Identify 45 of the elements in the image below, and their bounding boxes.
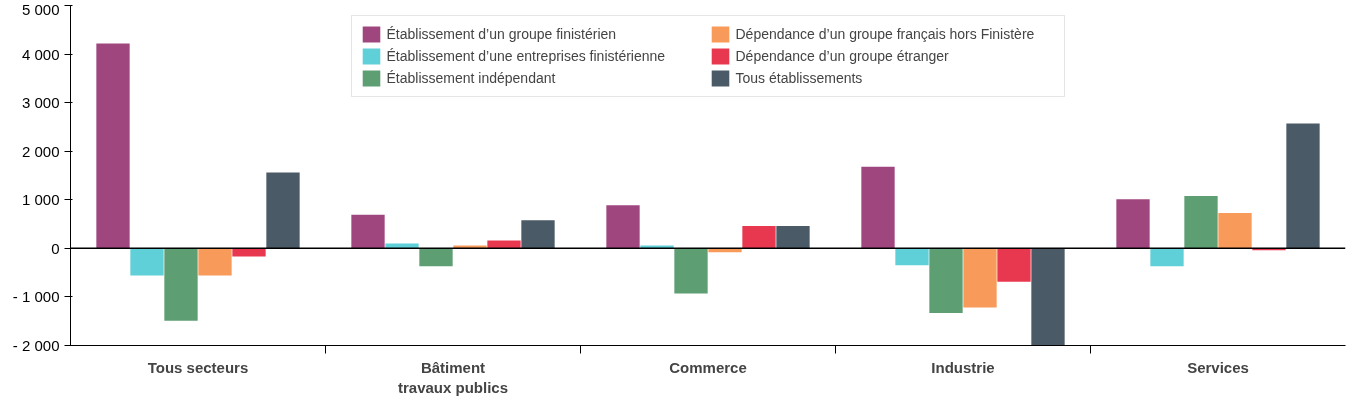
bar: [1218, 212, 1252, 249]
legend-label: Dépendance d’un groupe étranger: [735, 48, 950, 64]
legend-label: Établissement d’un groupe finistérien: [386, 26, 618, 42]
legend-label: Établissement indépendant: [386, 70, 557, 86]
y-tick-label: 5 000: [21, 0, 60, 18]
legend-label: Dépendance d’un groupe français hors Finistère: [735, 26, 1036, 42]
bar: [351, 214, 385, 249]
x-tick-label: Commerce: [669, 358, 747, 376]
bar: [419, 248, 453, 267]
y-tick-label: 4 000: [21, 45, 60, 63]
bar: [96, 43, 130, 249]
bar: [1031, 248, 1065, 346]
bar: [742, 226, 776, 249]
bar: [453, 245, 487, 249]
y-tick-label: - 1 000: [12, 288, 60, 306]
bar: [521, 220, 555, 249]
y-tick-label: 2 000: [21, 142, 60, 160]
x-tick-label: Industrie: [931, 358, 995, 376]
bar: [266, 172, 300, 249]
legend-label: Tous établissements: [735, 70, 864, 86]
y-tick-label: 3 000: [21, 94, 60, 112]
bar: [164, 248, 198, 321]
bar: [640, 245, 674, 249]
y-tick-label: 1 000: [21, 191, 60, 209]
bar: [776, 226, 810, 249]
x-tick-label: Services: [1187, 358, 1249, 376]
bar: [861, 166, 895, 249]
bar: [198, 248, 232, 276]
bar: [487, 240, 521, 249]
x-tick-label: Bâtiment travaux publics: [397, 358, 509, 396]
bar: [1286, 123, 1320, 249]
bar: [1116, 199, 1150, 249]
bar: [929, 248, 963, 313]
bar: [1184, 195, 1218, 249]
legend-label: Établissement d’une entreprises finistérienne: [386, 48, 667, 64]
bar: [130, 248, 164, 276]
bar: [606, 205, 640, 249]
y-tick-label: 0: [51, 239, 60, 257]
bar: [1150, 248, 1184, 267]
y-tick-label: - 2 000: [12, 337, 60, 354]
x-tick-label: Tous secteurs: [147, 358, 249, 376]
bar: [674, 248, 708, 294]
bar: [997, 248, 1031, 282]
bar: [895, 248, 929, 266]
bar: [963, 248, 997, 308]
